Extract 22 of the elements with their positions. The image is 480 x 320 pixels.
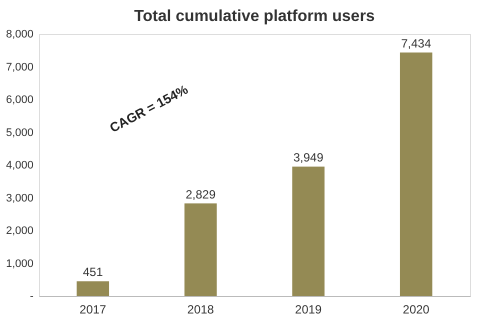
data-label: 2,829 — [186, 187, 216, 202]
y-tick-label: - — [30, 290, 34, 302]
y-tick-label: 8,000 — [6, 28, 34, 40]
x-tick-label: 2017 — [80, 302, 107, 316]
bar — [400, 52, 432, 296]
y-tick-label: 6,000 — [6, 94, 34, 106]
x-tick-label: 2019 — [295, 302, 322, 316]
y-tick-label: 4,000 — [6, 160, 34, 172]
y-tick-label: 2,000 — [6, 225, 34, 237]
y-tick-label: 1,000 — [6, 258, 34, 270]
y-tick-label: 7,000 — [6, 61, 34, 74]
y-tick-label: 5,000 — [6, 126, 34, 139]
data-label: 3,949 — [293, 150, 324, 165]
bar — [292, 166, 325, 296]
bar — [76, 281, 110, 296]
x-tick-label: 2018 — [187, 302, 214, 316]
y-tick-label: 3,000 — [6, 192, 34, 204]
data-label: 7,434 — [401, 36, 432, 51]
data-label: 451 — [82, 265, 104, 280]
chart-title: Total cumulative platform users — [134, 8, 375, 25]
x-tick-label: 2020 — [402, 302, 430, 316]
bar — [184, 203, 217, 296]
